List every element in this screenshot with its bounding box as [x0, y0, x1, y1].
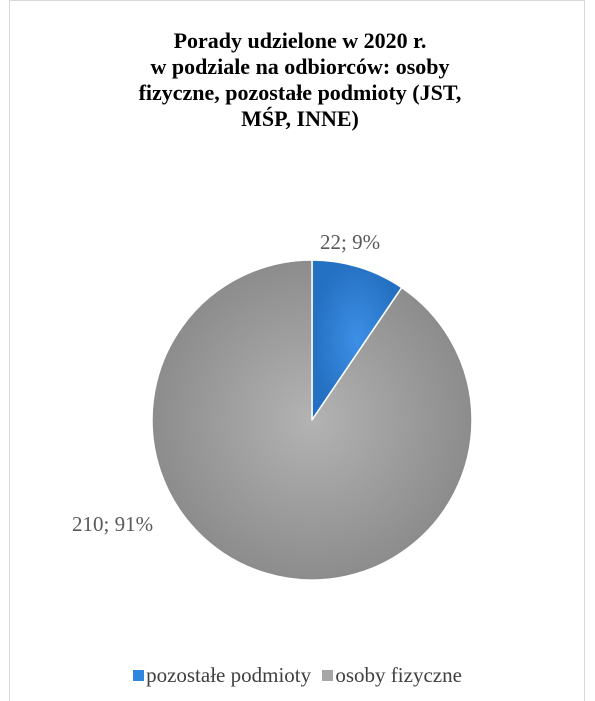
pie-slices	[151, 259, 473, 581]
chart-title-line-3: fizyczne, pozostałe podmioty (JST,	[138, 80, 462, 105]
pie-slice-pozostałe-podmioty	[311, 259, 403, 421]
data-label-osoby-fizyczne: 210; 91%	[72, 512, 153, 536]
legend-item-osoby-fizyczne: osoby fizyczne	[322, 663, 462, 688]
legend: pozostałe podmioty osoby fizyczne	[0, 663, 595, 688]
legend-swatch-pozostale-podmioty	[133, 670, 145, 681]
legend-swatch-osoby-fizyczne	[322, 670, 334, 681]
pie-slice-osoby-fizyczne	[151, 259, 473, 581]
legend-item-pozostale-podmioty: pozostałe podmioty	[133, 663, 311, 688]
legend-label-osoby-fizyczne: osoby fizyczne	[335, 663, 462, 687]
legend-label-pozostale-podmioty: pozostałe podmioty	[146, 663, 312, 687]
chart-title: Porady udzielone w 2020 r. w podziale na…	[40, 28, 560, 132]
data-label-pozostale-podmioty: 22; 9%	[320, 230, 380, 254]
chart-title-line-2: w podziale na odbiorców: osoby	[150, 54, 450, 79]
chart-title-line-4: MŚP, INNE)	[241, 106, 359, 131]
chart-title-line-1: Porady udzielone w 2020 r.	[173, 28, 427, 53]
